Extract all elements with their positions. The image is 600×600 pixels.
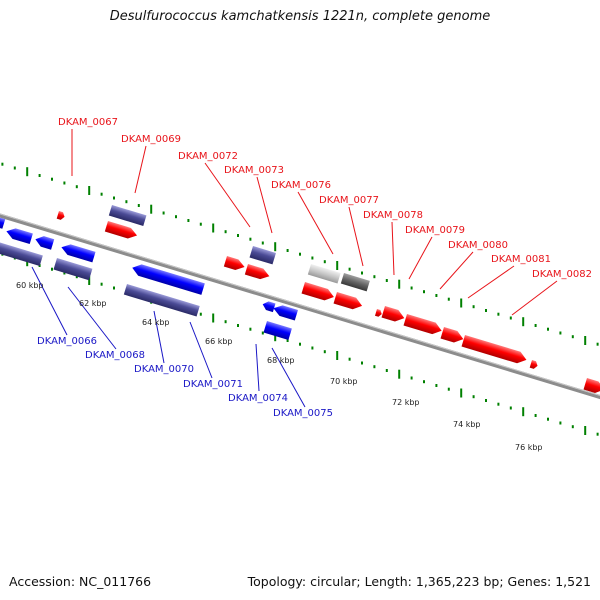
kbp-label: 68 kbp xyxy=(267,356,295,365)
rna-gene[interactable] xyxy=(123,284,200,317)
label-connector xyxy=(134,145,147,194)
forward-gene[interactable] xyxy=(244,264,271,281)
pseudo-gene[interactable] xyxy=(307,264,341,284)
reverse-gene[interactable] xyxy=(272,303,298,321)
gene-label[interactable]: DKAM_0066 xyxy=(37,336,97,347)
gene-label[interactable]: DKAM_0076 xyxy=(271,180,331,191)
gene-label[interactable]: DKAM_0067 xyxy=(58,117,118,128)
kbp-label: 76 kbp xyxy=(515,443,543,452)
kbp-label: 64 kbp xyxy=(142,318,170,327)
label-connector xyxy=(189,321,213,379)
forward-gene[interactable] xyxy=(301,282,336,303)
label-connector xyxy=(511,280,558,316)
gene-label[interactable]: DKAM_0079 xyxy=(405,225,465,236)
forward-gene[interactable] xyxy=(333,292,364,312)
forward-gene[interactable] xyxy=(461,335,529,366)
label-connector xyxy=(391,221,395,276)
kbp-labels: 60 kbp 62 kbp 64 kbp 66 kbp 68 kbp 70 kb… xyxy=(16,281,543,452)
forward-gene-labels: DKAM_0067 DKAM_0069 DKAM_0072 DKAM_0073 … xyxy=(58,117,592,280)
reverse-gene[interactable] xyxy=(261,300,276,313)
label-connector xyxy=(255,343,260,392)
forward-gene[interactable] xyxy=(583,378,600,395)
rna-gene[interactable] xyxy=(53,258,93,281)
label-connector xyxy=(348,206,364,267)
label-connector xyxy=(297,191,334,255)
label-connector xyxy=(271,347,306,408)
label-connector xyxy=(153,310,165,364)
kbp-label: 70 kbp xyxy=(330,377,358,386)
gene-label[interactable]: DKAM_0068 xyxy=(85,350,145,361)
outer-tick-track xyxy=(1,162,599,346)
label-connector xyxy=(439,251,474,290)
label-connector xyxy=(204,162,251,228)
gene-label[interactable]: DKAM_0075 xyxy=(273,408,333,419)
gene-label[interactable]: DKAM_0074 xyxy=(228,393,288,404)
reverse-gene[interactable] xyxy=(263,321,292,341)
label-connector xyxy=(31,266,68,336)
gene-label[interactable]: DKAM_0082 xyxy=(532,269,592,280)
kbp-label: 66 kbp xyxy=(205,337,233,346)
label-connector xyxy=(256,176,273,234)
kbp-label: 60 kbp xyxy=(16,281,44,290)
forward-gene[interactable] xyxy=(104,221,139,241)
reverse-gene[interactable] xyxy=(0,214,6,229)
rna-gene[interactable] xyxy=(0,241,43,267)
forward-gene[interactable] xyxy=(56,211,66,221)
rna-gene[interactable] xyxy=(108,205,147,226)
forward-gene[interactable] xyxy=(529,360,539,370)
label-connector xyxy=(467,265,515,299)
kbp-label: 62 kbp xyxy=(79,299,107,308)
genome-stats-text: Topology: circular; Length: 1,365,223 bp… xyxy=(247,574,591,589)
reverse-gene-labels: DKAM_0066 DKAM_0068 DKAM_0070 DKAM_0071 … xyxy=(37,336,333,419)
gene-label[interactable]: DKAM_0071 xyxy=(183,379,243,390)
forward-gene[interactable] xyxy=(381,306,407,324)
gene-label[interactable]: DKAM_0073 xyxy=(224,165,284,176)
gene-label[interactable]: DKAM_0069 xyxy=(121,134,181,145)
gene-label[interactable]: DKAM_0080 xyxy=(448,240,508,251)
accession-text: Accession: NC_011766 xyxy=(9,574,152,589)
forward-gene[interactable] xyxy=(403,314,444,336)
gene-label[interactable]: DKAM_0070 xyxy=(134,364,194,375)
kbp-label: 72 kbp xyxy=(392,398,420,407)
inner-tick-track xyxy=(1,252,599,436)
gene-features xyxy=(0,205,600,395)
tick-tracks xyxy=(1,162,599,436)
label-connector xyxy=(408,236,433,280)
gene-label[interactable]: DKAM_0078 xyxy=(363,210,423,221)
kbp-label: 74 kbp xyxy=(453,420,481,429)
reverse-gene[interactable] xyxy=(34,234,55,250)
pseudo-gene[interactable] xyxy=(340,273,370,292)
map-title: Desulfurococcus kamchatkensis 1221n, com… xyxy=(109,9,491,24)
forward-gene[interactable] xyxy=(374,309,383,317)
reverse-gene[interactable] xyxy=(60,242,96,263)
label-connector xyxy=(67,286,117,350)
label-connectors xyxy=(31,129,558,408)
reverse-gene[interactable] xyxy=(5,226,33,245)
gene-label[interactable]: DKAM_0081 xyxy=(491,254,551,265)
forward-gene[interactable] xyxy=(440,327,466,345)
gene-label[interactable]: DKAM_0077 xyxy=(319,195,379,206)
gene-label[interactable]: DKAM_0072 xyxy=(178,151,238,162)
rna-gene[interactable] xyxy=(249,246,276,265)
reverse-gene[interactable] xyxy=(131,262,205,295)
genome-backbone xyxy=(0,213,600,400)
genome-backbone-highlight xyxy=(0,213,600,396)
forward-gene[interactable] xyxy=(223,256,246,272)
